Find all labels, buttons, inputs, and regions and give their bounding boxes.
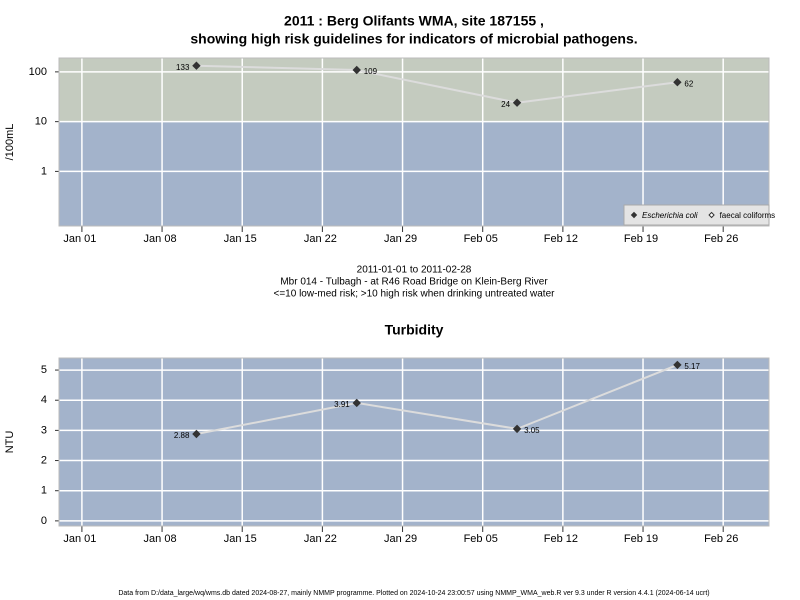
series-line [196,64,678,104]
x-tick-label: Jan 29 [384,233,417,245]
y-tick-label: 5 [41,364,47,376]
data-point [352,65,361,75]
y-tick-label: 2 [41,454,47,466]
y-tick-label: 1 [41,485,47,497]
data-point [192,61,201,70]
x-tick-label: Feb 19 [624,533,658,545]
legend-label: faecal coliforms [720,211,776,220]
x-tick-label: Jan 22 [304,533,337,545]
legend-marker [630,211,638,219]
data-label: 3.91 [334,400,350,409]
x-tick-label: Feb 05 [464,533,498,545]
legend-box [623,204,770,226]
legend-label: Escherichia coli [642,211,698,220]
series-line [196,364,678,435]
y-tick-label: 0 [41,515,47,527]
x-tick-label: Jan 08 [144,533,177,545]
y-tick-label: 1 [41,165,47,177]
x-tick-label: Feb 12 [544,533,578,545]
data-label: 62 [684,79,693,88]
chart-title: Turbidity [385,322,444,338]
high-risk-band [59,58,769,122]
x-tick-label: Feb 05 [464,233,498,245]
y-tick-label: 3 [41,424,47,436]
data-label: 2.88 [174,431,190,440]
x-tick-label: Jan 08 [144,233,177,245]
plot-frame [58,57,770,227]
note: Mbr 014 - Tulbagh - at R46 Road Bridge o… [280,277,548,288]
x-tick-label: Jan 15 [224,233,257,245]
data-point [673,360,682,370]
chart-title: showing high risk guidelines for indicat… [190,31,637,47]
data-label: 5.17 [684,362,700,371]
plot-background [59,358,769,526]
data-label: 133 [176,63,190,72]
data-point [192,429,201,439]
y-axis-label: /100mL [4,124,16,161]
x-tick-label: Jan 15 [224,533,257,545]
data-label: 109 [364,67,378,76]
note: <=10 low-med risk; >10 high risk when dr… [274,289,556,300]
x-tick-label: Feb 26 [704,533,738,545]
y-tick-label: 100 [29,66,47,78]
x-tick-label: Jan 29 [384,533,417,545]
y-tick-label: 10 [35,116,47,128]
x-tick-label: Feb 26 [704,233,738,245]
x-tick-label: Feb 12 [544,233,578,245]
data-point [512,98,522,107]
chart-title: 2011 : Berg Olifants WMA, site 187155 , [284,13,544,29]
note: 2011-01-01 to 2011-02-28 [357,265,472,276]
y-axis-label: NTU [4,431,16,454]
plot-frame [58,357,770,527]
footer: Data from D:/data_large/wq/wms.db dated … [118,590,709,597]
x-tick-label: Feb 19 [624,233,658,245]
data-point [352,398,361,408]
data-point [673,77,682,87]
data-label: 3.05 [524,426,540,435]
x-tick-label: Jan 22 [304,233,337,245]
y-tick-label: 4 [41,394,47,406]
data-point [512,424,522,434]
x-tick-label: Jan 01 [63,533,96,545]
x-tick-label: Jan 01 [63,233,96,245]
legend-marker [708,211,715,219]
data-label: 24 [501,100,510,109]
